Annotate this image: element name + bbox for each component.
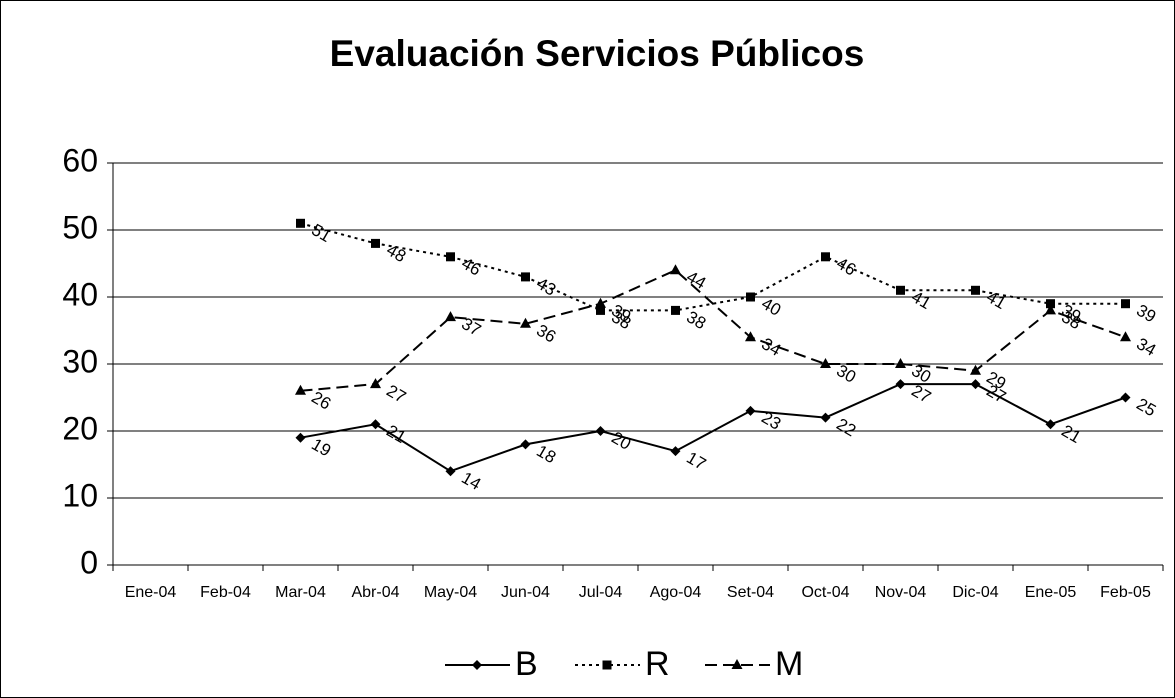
x-tick-label: Ene-04 <box>125 584 177 601</box>
y-tick-label: 0 <box>80 544 98 580</box>
point <box>745 331 756 342</box>
point <box>370 419 381 430</box>
point <box>446 252 455 262</box>
x-tick-label: Jul-04 <box>579 584 623 601</box>
x-tick-label: May-04 <box>424 584 477 601</box>
point <box>1046 299 1055 309</box>
point <box>895 358 906 368</box>
y-tick-label: 30 <box>62 343 98 379</box>
point <box>1120 331 1131 342</box>
y-tick-label: 40 <box>62 276 98 312</box>
y-tick-label: 20 <box>62 410 98 446</box>
point <box>595 426 606 436</box>
point <box>896 285 905 295</box>
point <box>970 364 981 375</box>
legend-marker <box>602 660 612 670</box>
point <box>821 252 830 262</box>
point <box>370 378 381 389</box>
legend-label: B <box>515 645 538 683</box>
x-tick-label: Jun-04 <box>501 584 550 601</box>
point <box>895 379 906 390</box>
x-tick-label: Set-04 <box>727 584 774 601</box>
point <box>1121 299 1130 309</box>
point <box>670 264 681 275</box>
point <box>746 292 755 302</box>
point <box>295 432 306 443</box>
x-tick-label: Feb-05 <box>1100 584 1151 601</box>
point <box>520 439 531 450</box>
point <box>520 317 531 328</box>
point <box>745 405 756 416</box>
y-tick-label: 50 <box>62 209 98 245</box>
chart-title: Evaluación Servicios Públicos <box>330 33 865 74</box>
point <box>445 466 456 477</box>
point <box>445 311 456 322</box>
point <box>1045 304 1056 315</box>
point <box>1120 392 1131 403</box>
x-tick-label: Mar-04 <box>275 584 326 601</box>
x-tick-label: Dic-04 <box>952 584 998 601</box>
x-tick-label: Oct-04 <box>801 584 849 601</box>
point <box>820 358 831 368</box>
series-line <box>300 269 1126 392</box>
x-tick-label: Ago-04 <box>650 584 702 601</box>
x-tick-label: Nov-04 <box>875 584 927 601</box>
point <box>521 272 530 282</box>
y-tick-label: 60 <box>62 142 98 178</box>
point <box>670 446 681 457</box>
series-line <box>300 383 1126 473</box>
point <box>671 305 680 315</box>
y-tick-label: 10 <box>62 477 98 513</box>
point <box>971 285 980 295</box>
legend-marker <box>731 659 743 669</box>
legend-marker <box>472 660 482 670</box>
point <box>295 384 306 395</box>
legend-label: R <box>645 645 670 683</box>
point <box>595 297 606 308</box>
point <box>820 412 831 423</box>
point <box>1045 419 1056 430</box>
series-line <box>300 222 1126 312</box>
x-tick-label: Ene-05 <box>1025 584 1077 601</box>
point <box>596 305 605 315</box>
x-tick-label: Feb-04 <box>200 584 251 601</box>
point <box>371 238 380 248</box>
x-tick-label: Abr-04 <box>351 584 399 601</box>
point <box>970 379 981 390</box>
point <box>296 218 305 228</box>
legend-label: M <box>775 645 803 683</box>
